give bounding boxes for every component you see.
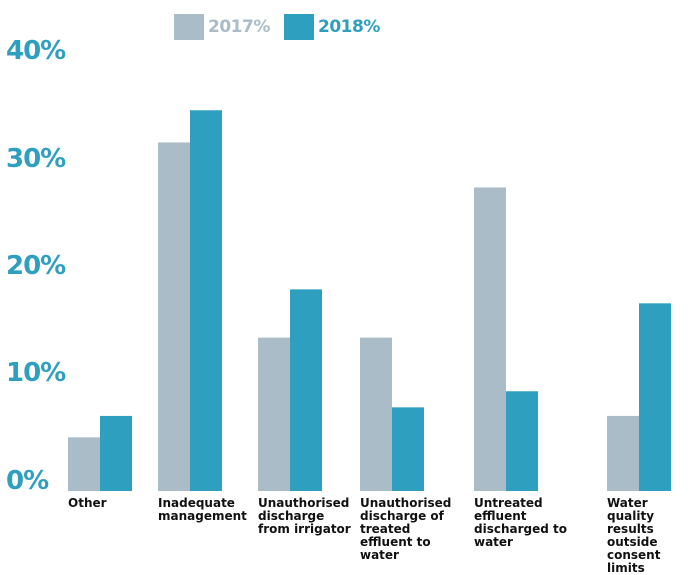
y-tick-label-0: 0% (6, 466, 49, 496)
y-tick-label-30: 30% (6, 144, 66, 174)
category-label-inadequate-management: Inadequate management (158, 496, 247, 523)
bar-chart (68, 110, 671, 492)
category-label-water-quality: Water quality results outside consent li… (607, 496, 661, 575)
bar-unauthorised-discharge-irrigator-2017 (258, 337, 290, 491)
legend-label-2018: 2018% (318, 17, 380, 37)
y-tick-label-40: 40% (6, 36, 66, 66)
legend-label-2017: 2017% (208, 17, 270, 37)
legend-swatch-2017 (174, 14, 204, 40)
bar-inadequate-management-2018 (190, 110, 222, 491)
bar-water-quality-2018 (639, 303, 671, 491)
bar-water-quality-2017 (607, 415, 639, 491)
bar-other-2018 (100, 415, 132, 491)
bar-unauthorised-discharge-treated-effluent-2017 (360, 337, 392, 491)
bar-untreated-effluent-2018 (506, 391, 538, 491)
y-tick-label-20: 20% (6, 251, 66, 281)
bar-other-2017 (68, 437, 100, 491)
category-label-unauthorised-discharge-treated-effluent: Unauthorised discharge of treated efflue… (360, 496, 452, 562)
y-tick-label-10: 10% (6, 358, 66, 388)
bar-inadequate-management-2017 (158, 142, 190, 491)
legend-item-2017: 2017% (174, 14, 270, 40)
category-label-unauthorised-discharge-irrigator: Unauthorised discharge from irrigator (258, 496, 351, 536)
category-label-untreated-effluent: Untreated effluent discharged to water (474, 496, 567, 549)
bar-unauthorised-discharge-irrigator-2018 (290, 289, 322, 491)
category-label-other: Other (68, 496, 107, 510)
bar-unauthorised-discharge-treated-effluent-2018 (392, 407, 424, 491)
legend-item-2018: 2018% (284, 14, 380, 40)
legend-swatch-2018 (284, 14, 314, 40)
bar-untreated-effluent-2017 (474, 187, 506, 492)
